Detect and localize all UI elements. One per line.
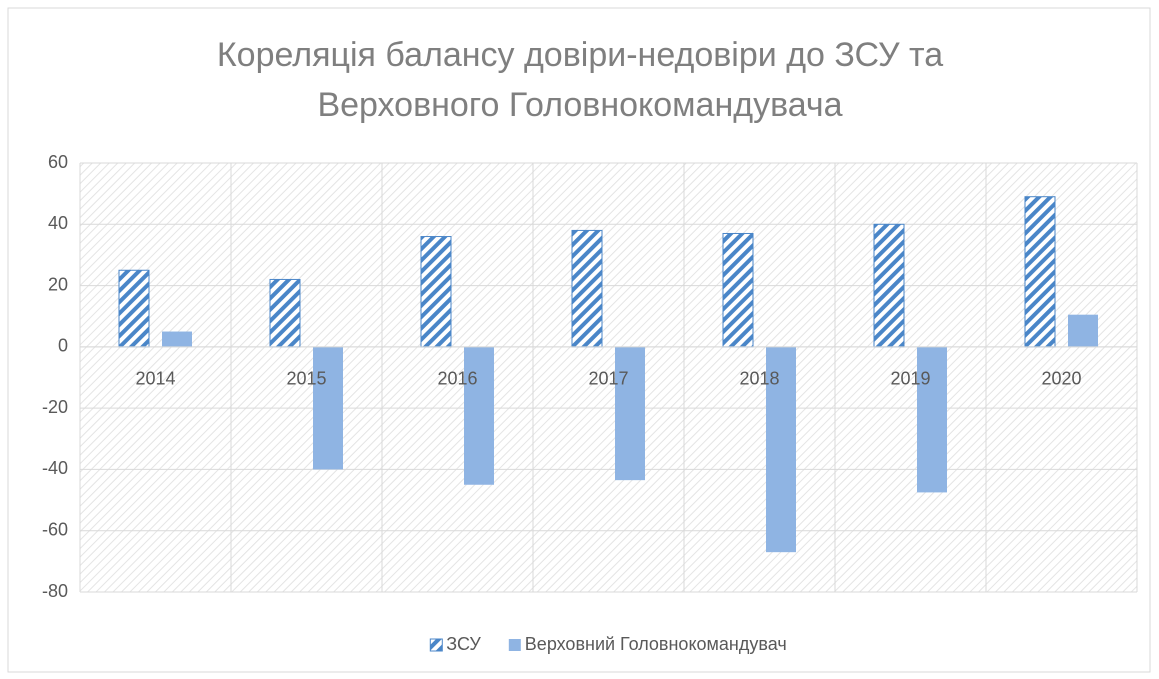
legend: ЗСУ Верховний Головнокомандувач	[429, 634, 787, 654]
bar	[722, 232, 754, 348]
bar	[615, 346, 645, 481]
y-tick-label: -80	[42, 581, 68, 601]
bar	[464, 346, 494, 485]
y-tick-label: -20	[42, 397, 68, 417]
bar	[917, 346, 947, 493]
legend-swatch	[508, 639, 521, 651]
legend-swatch	[429, 638, 443, 652]
x-tick-label: 2019	[890, 369, 930, 389]
bar	[118, 269, 150, 348]
x-tick-label: 2016	[437, 369, 477, 389]
bar	[1068, 314, 1098, 347]
x-tick-label: 2014	[135, 369, 175, 389]
y-tick-label: 40	[48, 213, 68, 233]
legend-label: ЗСУ	[446, 634, 481, 654]
y-tick-label: 0	[58, 336, 68, 356]
x-tick-label: 2018	[739, 369, 779, 389]
bar	[420, 236, 452, 348]
bar	[269, 278, 301, 348]
bar	[1024, 196, 1056, 348]
bar	[571, 229, 603, 348]
bar	[162, 331, 192, 347]
y-tick-label: -60	[42, 519, 68, 539]
x-tick-label: 2020	[1041, 369, 1081, 389]
legend-label: Верховний Головнокомандувач	[525, 634, 787, 654]
bar	[766, 346, 796, 553]
x-tick-label: 2017	[588, 369, 628, 389]
y-tick-label: 60	[48, 152, 68, 172]
bar	[313, 346, 343, 470]
bar	[873, 223, 905, 348]
y-tick-label: -40	[42, 458, 68, 478]
chart-title: Кореляція балансу довіри-недовіри до ЗСУ…	[216, 36, 944, 124]
x-tick-label: 2015	[286, 369, 326, 389]
y-tick-label: 20	[48, 274, 68, 294]
plot-area	[80, 163, 1137, 592]
